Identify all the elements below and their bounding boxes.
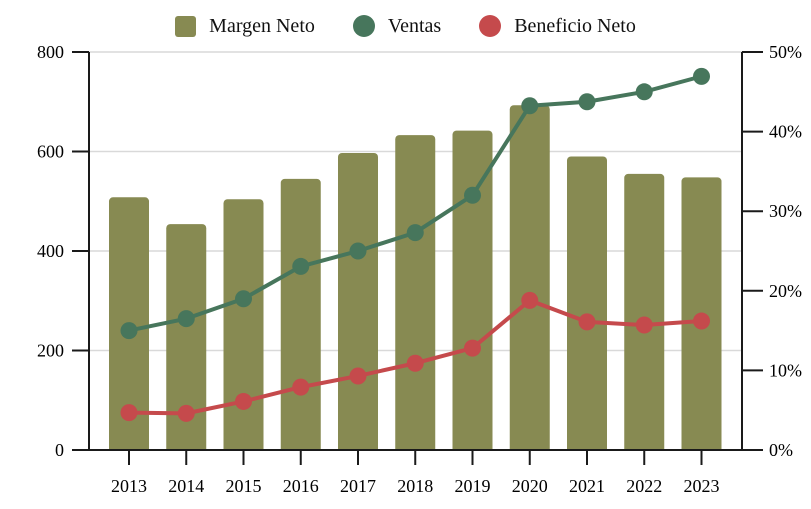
beneficio-neto-point-2017: [349, 367, 367, 385]
beneficio-neto-swatch-icon: [479, 15, 502, 37]
beneficio-neto-point-2023: [693, 312, 710, 330]
left-axis-tick-label-0: 0: [55, 440, 64, 460]
x-axis-tick-label-2016: 2016: [283, 476, 319, 496]
left-axis-tick-label-800: 800: [37, 42, 64, 62]
legend-label-margen-neto: Margen Neto: [209, 14, 315, 37]
ventas-point-2018: [406, 224, 424, 242]
ventas-point-2019: [464, 186, 481, 204]
chart-legend: Margen Neto Ventas Beneficio Neto: [0, 3, 811, 49]
x-axis-tick-label-2014: 2014: [168, 476, 204, 496]
ventas-point-2017: [349, 242, 367, 260]
ventas-point-2021: [578, 93, 596, 111]
beneficio-neto-point-2021: [578, 313, 596, 331]
ventas-point-2015: [235, 290, 252, 308]
x-axis-tick-label-2019: 2019: [455, 476, 491, 496]
left-axis-tick-label-200: 200: [37, 341, 64, 361]
x-axis-tick-label-2020: 2020: [512, 476, 548, 496]
legend-item-margen-neto: Margen Neto: [175, 15, 315, 38]
right-axis-tick-label-20: 20%: [769, 281, 802, 301]
beneficio-neto-point-2019: [464, 339, 481, 357]
beneficio-neto-point-2022: [635, 316, 653, 334]
legend-item-beneficio-neto: Beneficio Neto: [479, 15, 636, 38]
legend-item-ventas: Ventas: [352, 14, 442, 38]
x-axis-tick-label-2013: 2013: [111, 476, 147, 496]
margen-neto-swatch-icon: [175, 15, 197, 37]
x-axis-tick-label-2023: 2023: [684, 476, 720, 496]
axes: 0 200 400 600 800 0% 10% 20% 30% 40% 50% 2013 2014 20…: [37, 42, 802, 496]
right-axis-tick-label-30: 30%: [769, 201, 802, 221]
beneficio-neto-point-2018: [406, 354, 424, 372]
beneficio-neto-point-2014: [177, 404, 195, 422]
left-axis-tick-label-600: 600: [37, 142, 64, 162]
beneficio-neto-point-2016: [292, 378, 310, 396]
beneficio-neto-line-group: [120, 291, 710, 422]
bar-2019: [452, 130, 493, 450]
beneficio-neto-point-2013: [120, 404, 138, 422]
ventas-line-group: [120, 67, 710, 340]
bar-2021: [567, 156, 607, 450]
x-axis-tick-label-2018: 2018: [397, 476, 433, 496]
right-axis-tick-label-0: 0%: [769, 440, 793, 460]
x-axis-tick-label-2017: 2017: [340, 476, 376, 496]
right-axis-tick-label-50: 50%: [769, 42, 802, 62]
bar-2020: [509, 105, 550, 450]
legend-label-beneficio-neto: Beneficio Neto: [514, 14, 636, 37]
ventas-point-2013: [120, 322, 138, 340]
x-axis-tick-label-2022: 2022: [626, 476, 662, 496]
right-axis-tick-label-40: 40%: [769, 122, 802, 142]
bar-2017: [338, 152, 378, 450]
x-axis-tick-label-2021: 2021: [569, 476, 605, 496]
ventas-point-2020: [521, 97, 539, 115]
bar-2014: [166, 224, 207, 450]
bar-2015: [223, 199, 264, 450]
left-axis-tick-label-400: 400: [37, 241, 64, 261]
legend-label-ventas: Ventas: [387, 14, 442, 37]
bars-group: [109, 105, 722, 450]
ventas-point-2016: [292, 257, 310, 275]
right-axis-tick-label-10: 10%: [769, 360, 802, 380]
ventas-point-2023: [693, 67, 710, 85]
bar-2022: [624, 173, 665, 450]
bar-2016: [280, 178, 321, 450]
bar-2018: [395, 135, 436, 450]
ventas-point-2014: [177, 310, 195, 328]
ventas-point-2022: [635, 83, 653, 101]
x-axis-tick-label-2015: 2015: [226, 476, 262, 496]
ventas-swatch-icon: [352, 15, 375, 37]
beneficio-neto-point-2015: [235, 392, 252, 410]
beneficio-neto-point-2020: [521, 291, 539, 309]
